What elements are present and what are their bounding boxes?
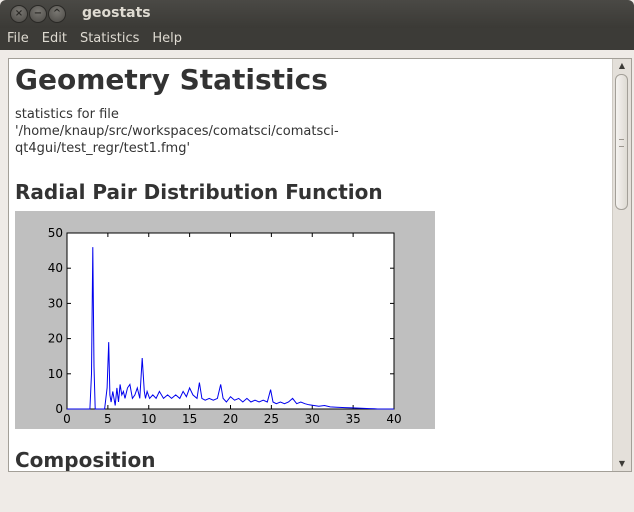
menu-help[interactable]: Help xyxy=(152,31,183,46)
menu-statistics[interactable]: Statistics xyxy=(79,31,140,46)
menu-file[interactable]: File xyxy=(7,31,29,46)
y-tick-label: 40 xyxy=(48,261,63,275)
grip-icon xyxy=(619,139,624,147)
y-tick-label: 30 xyxy=(48,296,63,310)
x-tick-label: 30 xyxy=(305,412,320,426)
menubar: File Edit Statistics Help xyxy=(0,28,634,50)
y-tick-label: 0 xyxy=(55,402,63,416)
window-controls: × − ^ xyxy=(10,5,66,23)
y-tick-label: 50 xyxy=(48,226,63,240)
window-title: geostats xyxy=(82,5,151,21)
html-view[interactable]: Geometry Statistics statistics for file … xyxy=(8,58,632,472)
page-title: Geometry Statistics xyxy=(15,63,328,96)
x-tick-label: 40 xyxy=(386,412,401,426)
document: Geometry Statistics statistics for file … xyxy=(15,59,605,471)
scrollbar-thumb[interactable] xyxy=(615,74,628,210)
scroll-down-icon[interactable]: ▼ xyxy=(618,459,626,468)
x-tick-label: 35 xyxy=(345,412,360,426)
rdf-plot: 0 5 10 15 20 25 30 35 40 0 10 20 30 40 50 xyxy=(15,211,435,429)
maximize-icon[interactable]: ^ xyxy=(48,5,66,23)
vertical-scrollbar[interactable]: ▲ ▼ xyxy=(612,59,631,471)
y-tick-label: 20 xyxy=(48,332,63,346)
x-tick-label: 25 xyxy=(264,412,279,426)
file-path-text: statistics for file '/home/knaup/src/wor… xyxy=(15,107,339,156)
menu-edit[interactable]: Edit xyxy=(41,31,67,46)
rdf-heading: Radial Pair Distribution Function xyxy=(15,180,383,204)
x-tick-label: 5 xyxy=(104,412,112,426)
scroll-up-icon[interactable]: ▲ xyxy=(618,61,626,70)
x-tick-label: 15 xyxy=(182,412,197,426)
x-tick-label: 10 xyxy=(141,412,156,426)
x-tick-label: 0 xyxy=(63,412,71,426)
status-bar xyxy=(0,478,634,512)
minimize-icon[interactable]: − xyxy=(29,5,47,23)
close-icon[interactable]: × xyxy=(10,5,28,23)
title-bar[interactable]: × − ^ geostats xyxy=(0,0,634,28)
rdf-chart: 0 5 10 15 20 25 30 35 40 0 10 20 30 40 50 xyxy=(48,226,402,426)
composition-heading: Composition xyxy=(15,448,156,472)
rdf-series-line xyxy=(67,247,394,410)
x-tick-label: 20 xyxy=(223,412,238,426)
y-tick-label: 10 xyxy=(48,367,63,381)
plot-area xyxy=(66,232,395,410)
